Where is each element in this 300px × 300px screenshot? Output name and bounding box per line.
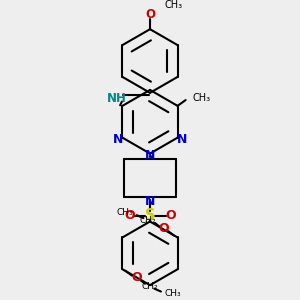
Text: N: N [177, 133, 187, 146]
Text: CH₃: CH₃ [164, 0, 183, 10]
Text: N: N [145, 148, 155, 161]
Text: N: N [113, 133, 123, 146]
Text: O: O [158, 222, 169, 235]
Text: NH: NH [107, 92, 127, 105]
Text: O: O [145, 8, 155, 21]
Text: CH₂: CH₂ [140, 216, 156, 225]
Text: S: S [145, 208, 155, 223]
Text: CH₃: CH₃ [165, 290, 181, 298]
Text: O: O [165, 209, 175, 222]
Text: O: O [124, 209, 135, 222]
Text: CH₂: CH₂ [142, 282, 158, 291]
Text: N: N [145, 195, 155, 208]
Text: O: O [131, 272, 142, 284]
Text: CH₃: CH₃ [192, 93, 210, 103]
Text: CH₃: CH₃ [117, 208, 133, 217]
